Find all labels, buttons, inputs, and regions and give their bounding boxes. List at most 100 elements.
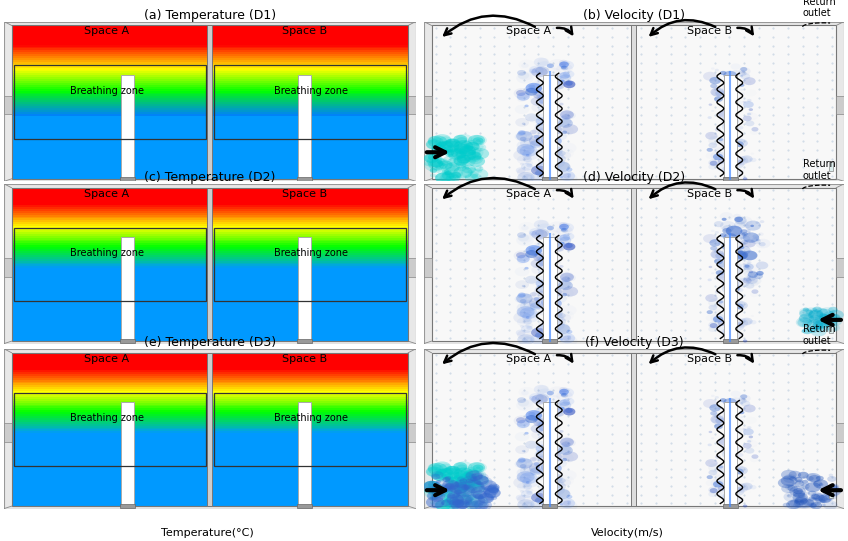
Circle shape bbox=[540, 328, 548, 334]
Bar bbox=[212, 445, 408, 447]
Circle shape bbox=[816, 476, 823, 481]
Circle shape bbox=[737, 288, 744, 292]
Bar bbox=[212, 303, 408, 305]
Bar bbox=[12, 299, 208, 301]
Bar bbox=[212, 220, 408, 222]
Bar bbox=[212, 173, 408, 175]
Bar bbox=[12, 293, 208, 295]
Bar bbox=[12, 116, 208, 117]
Bar bbox=[408, 423, 416, 442]
Circle shape bbox=[466, 502, 470, 504]
Circle shape bbox=[530, 140, 542, 148]
Bar bbox=[212, 314, 408, 316]
Bar bbox=[722, 177, 738, 181]
Circle shape bbox=[747, 426, 751, 429]
Circle shape bbox=[443, 466, 463, 479]
Circle shape bbox=[722, 228, 732, 234]
Circle shape bbox=[522, 477, 538, 487]
Bar bbox=[12, 117, 208, 120]
Circle shape bbox=[449, 175, 459, 181]
Bar bbox=[12, 318, 208, 320]
Circle shape bbox=[735, 278, 750, 287]
Circle shape bbox=[535, 498, 544, 503]
Circle shape bbox=[451, 476, 467, 486]
Circle shape bbox=[421, 481, 442, 494]
Circle shape bbox=[741, 170, 744, 172]
Circle shape bbox=[796, 479, 803, 484]
Bar bbox=[212, 376, 408, 378]
Circle shape bbox=[739, 161, 743, 163]
Bar bbox=[12, 287, 208, 289]
Circle shape bbox=[445, 149, 452, 154]
Bar bbox=[12, 355, 208, 357]
Bar bbox=[12, 424, 208, 426]
Circle shape bbox=[439, 136, 451, 144]
Circle shape bbox=[535, 88, 552, 99]
Circle shape bbox=[522, 123, 526, 125]
Circle shape bbox=[461, 168, 479, 179]
Bar bbox=[12, 401, 208, 403]
Circle shape bbox=[545, 150, 564, 161]
Circle shape bbox=[554, 311, 557, 313]
Circle shape bbox=[443, 138, 463, 151]
Circle shape bbox=[748, 276, 756, 281]
Circle shape bbox=[464, 144, 471, 149]
Circle shape bbox=[424, 486, 444, 499]
Circle shape bbox=[531, 259, 544, 268]
Bar bbox=[12, 91, 208, 93]
Circle shape bbox=[526, 488, 533, 493]
Circle shape bbox=[426, 497, 444, 508]
Circle shape bbox=[558, 72, 570, 80]
Circle shape bbox=[466, 494, 470, 497]
Circle shape bbox=[520, 300, 538, 312]
Circle shape bbox=[544, 490, 548, 492]
Circle shape bbox=[516, 131, 533, 142]
Circle shape bbox=[739, 323, 743, 326]
Bar bbox=[212, 117, 408, 120]
Circle shape bbox=[816, 319, 830, 328]
Circle shape bbox=[525, 250, 538, 258]
Circle shape bbox=[743, 116, 751, 121]
Circle shape bbox=[828, 310, 844, 320]
Circle shape bbox=[728, 265, 738, 271]
Circle shape bbox=[731, 250, 747, 261]
Circle shape bbox=[831, 314, 840, 320]
Circle shape bbox=[818, 483, 823, 486]
Circle shape bbox=[724, 143, 734, 149]
Circle shape bbox=[522, 176, 528, 180]
Circle shape bbox=[722, 269, 734, 276]
Circle shape bbox=[444, 484, 455, 492]
Bar bbox=[424, 423, 432, 442]
Circle shape bbox=[434, 471, 451, 482]
Circle shape bbox=[709, 239, 721, 247]
Circle shape bbox=[529, 297, 547, 308]
Circle shape bbox=[538, 421, 548, 427]
Circle shape bbox=[541, 499, 555, 507]
Bar bbox=[212, 91, 408, 93]
Circle shape bbox=[526, 316, 529, 319]
Circle shape bbox=[565, 81, 572, 86]
Text: Breathing zone: Breathing zone bbox=[70, 413, 143, 424]
Circle shape bbox=[717, 162, 732, 172]
Circle shape bbox=[750, 485, 756, 490]
Circle shape bbox=[732, 286, 739, 291]
Circle shape bbox=[546, 490, 559, 498]
Bar bbox=[12, 470, 208, 472]
Circle shape bbox=[455, 499, 470, 509]
Circle shape bbox=[811, 504, 817, 507]
Circle shape bbox=[476, 466, 480, 469]
Bar bbox=[212, 312, 408, 314]
Circle shape bbox=[520, 137, 527, 141]
Circle shape bbox=[465, 142, 475, 149]
Circle shape bbox=[828, 490, 839, 497]
Circle shape bbox=[795, 317, 812, 328]
Bar bbox=[212, 385, 408, 387]
Circle shape bbox=[446, 173, 455, 178]
Circle shape bbox=[427, 140, 440, 149]
Bar bbox=[543, 504, 557, 509]
Bar bbox=[12, 35, 208, 37]
Circle shape bbox=[442, 169, 452, 175]
Circle shape bbox=[561, 393, 566, 397]
Circle shape bbox=[731, 173, 736, 176]
Circle shape bbox=[473, 475, 488, 485]
